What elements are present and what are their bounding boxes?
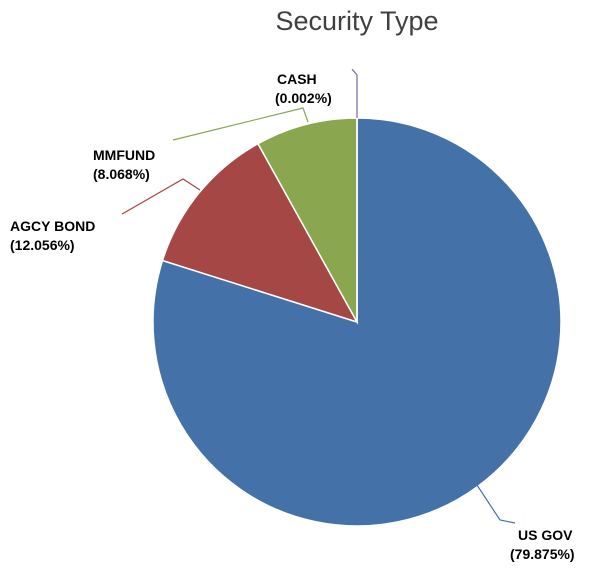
leader-line-cash [351,68,358,118]
label-cash-percent: (0.002%) [275,90,332,106]
leader-line-us-gov [474,481,516,524]
label-cash-name: CASH [277,71,317,87]
label-us-gov-name: US GOV [518,527,573,543]
leader-lines [121,68,516,524]
leader-line-mmfund [172,107,309,141]
leader-line-agcy-bond [121,178,201,215]
pie-slice-agcy-bond [161,142,359,324]
label-agcy-bond-percent: (12.056%) [10,237,75,253]
pie-slices [152,117,562,527]
label-mmfund-percent: (8.068%) [93,166,150,182]
chart-title: Security Type [275,6,438,36]
label-mmfund-name: MMFUND [93,147,155,163]
label-us-gov-percent: (79.875%) [510,546,575,562]
label-agcy-bond-name: AGCY BOND [10,218,95,234]
pie-slice-mmfund [256,117,358,325]
